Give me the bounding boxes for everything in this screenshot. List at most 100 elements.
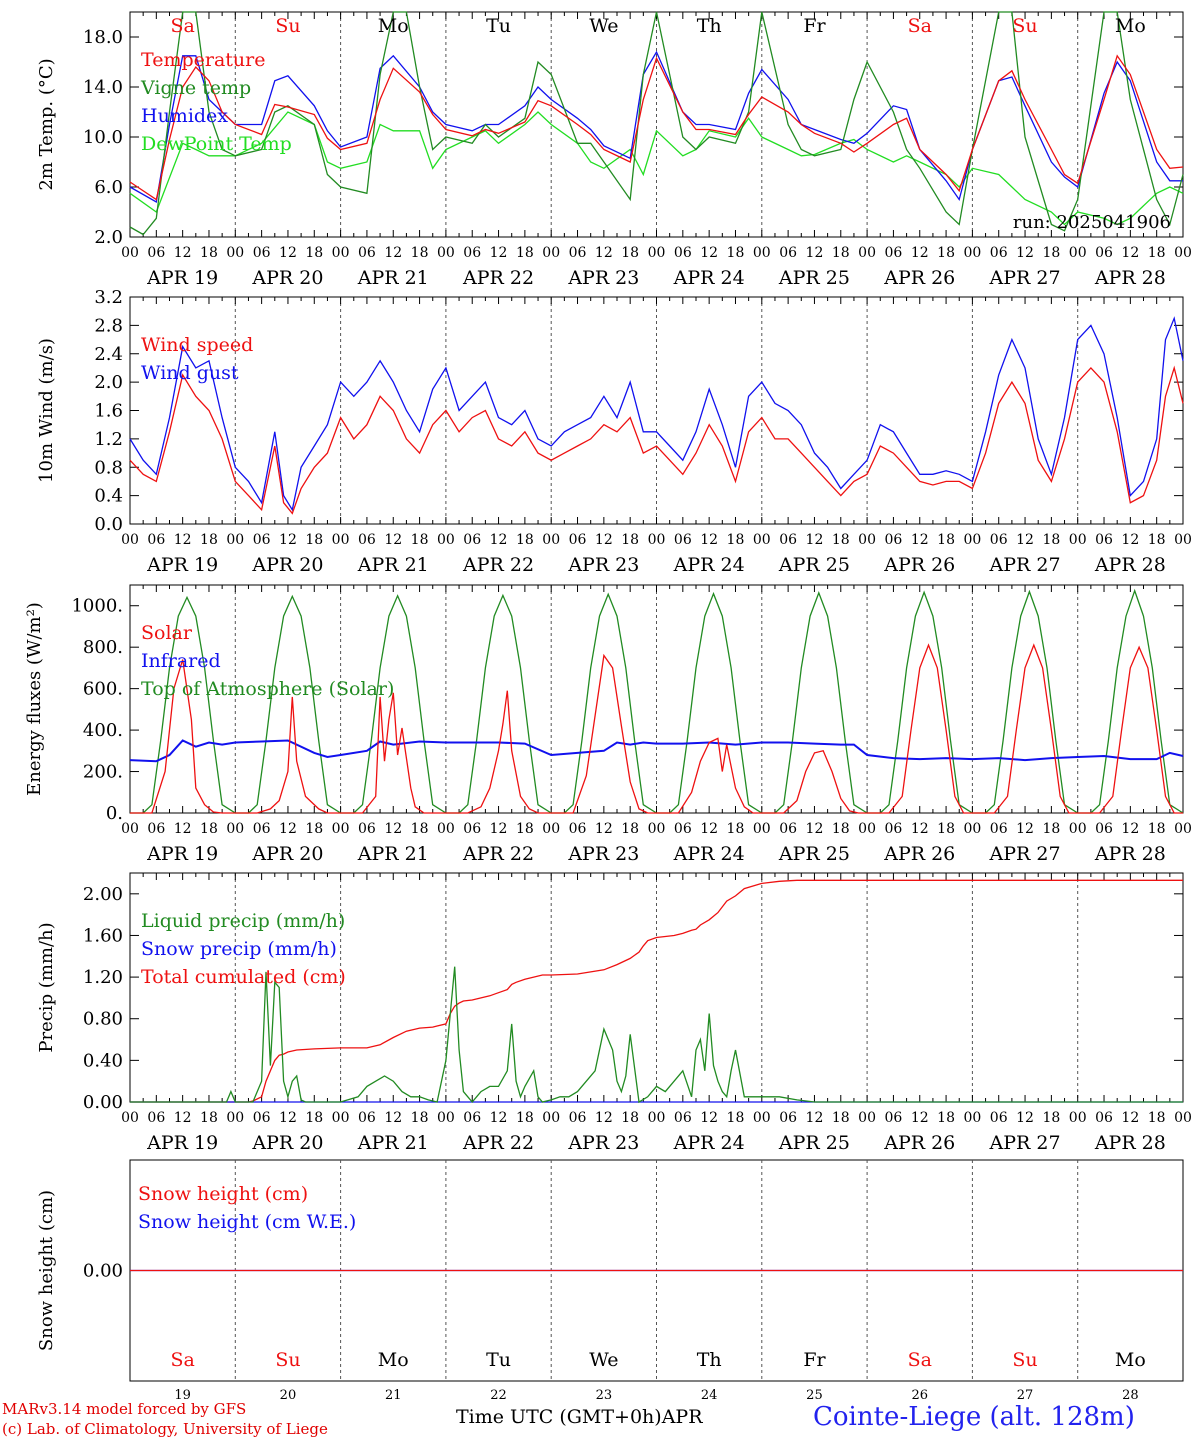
day-label: APR 25 [778,843,850,865]
hour-tick-label: 06 [885,532,903,548]
day-label: APR 28 [1094,843,1166,865]
legend-entry: Infrared [141,650,221,672]
hour-tick-label: 00 [332,245,350,261]
series-line [130,966,1183,1104]
weekday-label: Mo [1115,1349,1146,1371]
hour-tick-label: 18 [1148,245,1166,261]
day-label: APR 27 [989,554,1061,576]
day-label: APR 24 [673,1132,745,1154]
y-tick-label: 1.2 [94,429,123,450]
legend-entry: Liquid precip (mm/h) [141,910,345,932]
hour-tick-label: 00 [963,1110,981,1126]
y-tick-label: 0.00 [83,1261,123,1282]
hour-tick-label: 06 [358,245,376,261]
weekday-label: Mo [378,1349,409,1371]
day-label: APR 21 [357,843,429,865]
weekday-label: Sa [170,1349,194,1371]
y-tick-label: 1.6 [94,401,123,422]
day-label: APR 25 [778,267,850,289]
hour-tick-label: 00 [1069,1110,1087,1126]
hour-tick-label: 00 [753,1110,771,1126]
series-line [129,50,1183,204]
weekday-label: Tu [486,1349,511,1371]
hour-tick-label: 06 [463,245,481,261]
legend-entry: DewPoint Temp [141,133,292,155]
hour-tick-label: 12 [490,245,508,261]
day-label: APR 21 [357,1132,429,1154]
day-number-label: 19 [174,1388,191,1403]
hour-tick-label: 06 [463,821,481,837]
day-label: APR 27 [989,1132,1061,1154]
hour-tick-label: 06 [147,1110,165,1126]
hour-tick-label: 12 [174,245,192,261]
hour-tick-label: 12 [490,821,508,837]
y-axis-label: 2m Temp. (°C) [36,58,57,190]
day-label: APR 21 [357,554,429,576]
series-line [129,365,1184,515]
day-label: APR 19 [146,843,218,865]
y-tick-label: 0.4 [94,486,123,507]
series-line [130,643,1183,814]
hour-tick-label: 12 [1121,1110,1139,1126]
day-number-label: 27 [1017,1388,1034,1403]
y-tick-label: 2.0 [94,372,123,393]
day-number-label: 28 [1122,1388,1139,1403]
hour-tick-label: 18 [832,532,850,548]
hour-tick-label: 06 [569,1110,587,1126]
hour-tick-label: 06 [463,1110,481,1126]
day-number-label: 21 [385,1388,402,1403]
hour-tick-label: 06 [569,821,587,837]
y-tick-label: 200. [83,762,123,783]
weekday-label: We [589,15,618,37]
hour-tick-label: 00 [1069,532,1087,548]
hour-tick-label: 12 [595,532,613,548]
hour-tick-label: 12 [384,821,402,837]
hour-tick-label: 12 [806,532,824,548]
series-line [130,879,1183,1103]
hour-tick-label: 06 [1095,245,1113,261]
day-label: APR 20 [251,267,323,289]
hour-tick-label: 00 [121,821,139,837]
hour-tick-label: 06 [674,821,692,837]
hour-tick-label: 18 [200,245,218,261]
legend-entry: Humidex [141,105,228,127]
hour-tick-label: 00 [226,1110,244,1126]
hour-tick-label: 00 [121,245,139,261]
y-tick-label: 0.80 [83,1009,123,1030]
hour-tick-label: 06 [358,532,376,548]
day-label: APR 22 [462,267,534,289]
hour-tick-label: 00 [753,532,771,548]
y-tick-label: 6.0 [94,177,123,198]
weekday-label: Su [275,1349,300,1371]
hour-tick-label: 00 [753,821,771,837]
y-tick-label: 2.4 [94,344,123,365]
weekday-label: We [589,1349,618,1371]
hour-tick-label: 12 [490,532,508,548]
hour-tick-label: 00 [1174,532,1192,548]
hour-tick-label: 00 [858,1110,876,1126]
hour-tick-label: 18 [621,245,639,261]
hour-tick-label: 18 [937,1110,955,1126]
hour-tick-label: 06 [147,245,165,261]
weekday-label: Su [275,15,300,37]
hour-tick-label: 12 [700,821,718,837]
hour-tick-label: 06 [1095,821,1113,837]
hour-tick-label: 06 [147,532,165,548]
hour-tick-label: 12 [595,821,613,837]
day-number-label: 23 [596,1388,613,1403]
hour-tick-label: 18 [1042,245,1060,261]
y-axis-label: Snow height (cm) [36,1190,57,1351]
y-tick-label: 0.40 [83,1050,123,1071]
hour-tick-label: 12 [1121,821,1139,837]
legend-entry: Wind gust [141,362,239,384]
hour-tick-label: 18 [200,532,218,548]
hour-tick-label: 06 [990,821,1008,837]
hour-tick-label: 12 [700,1110,718,1126]
legend-entry: Snow height (cm W.E.) [138,1211,356,1233]
day-number-label: 22 [490,1388,507,1403]
weekday-label: Sa [908,15,932,37]
weekday-label: Fr [803,1349,826,1371]
x-axis-title-text: Time UTC (GMT+0h) [456,1406,662,1428]
hour-tick-label: 00 [226,532,244,548]
